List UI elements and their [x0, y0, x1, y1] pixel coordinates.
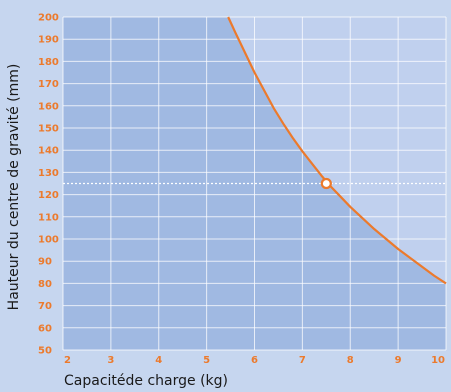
x-tick-label: 9 [395, 355, 402, 366]
x-tick-label: 10 [431, 355, 445, 366]
y-tick-label: 170 [38, 79, 59, 90]
y-tick-label: 130 [38, 168, 59, 179]
y-tick-label: 60 [38, 323, 52, 334]
y-tick-label: 110 [38, 212, 59, 223]
y-tick-label: 120 [38, 190, 59, 201]
x-tick-label: 2 [64, 355, 71, 366]
x-tick-label: 7 [299, 355, 306, 366]
y-tick-label: 160 [38, 101, 59, 112]
y-tick-label: 70 [38, 301, 52, 312]
y-tick-label: 50 [38, 346, 52, 357]
y-tick-label: 90 [38, 257, 52, 268]
x-tick-label: 3 [107, 355, 114, 366]
y-tick-label: 140 [38, 146, 59, 157]
x-tick-label: 4 [155, 355, 162, 366]
x-tick-label: 6 [251, 355, 258, 366]
x-tick-label: 8 [347, 355, 354, 366]
y-axis-title: Hauteur du centre de gravité (mm) [6, 63, 22, 311]
y-tick-label: 180 [38, 57, 59, 68]
y-tick-label: 150 [38, 124, 59, 135]
y-tick-label: 200 [38, 13, 59, 24]
x-axis-title: Capacitéde charge (kg) [64, 373, 228, 389]
y-tick-label: 100 [38, 235, 59, 246]
y-tick-label: 80 [38, 279, 52, 290]
x-tick-label: 5 [203, 355, 210, 366]
y-tick-label: 190 [38, 35, 59, 46]
highlight-point [320, 177, 332, 190]
